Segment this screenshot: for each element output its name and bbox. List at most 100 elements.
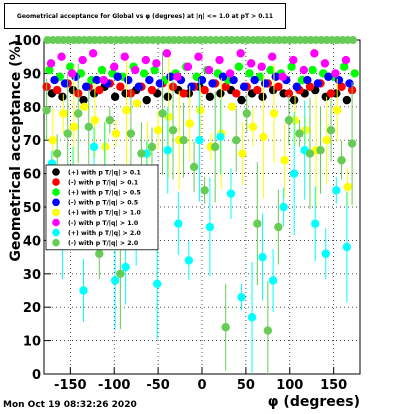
legend-marker — [52, 238, 60, 247]
data-point — [147, 85, 157, 95]
x-tick-label: 50 — [237, 378, 255, 393]
data-point — [45, 65, 54, 75]
data-point — [185, 119, 194, 128]
data-point — [145, 75, 154, 85]
data-point — [163, 146, 172, 155]
data-point — [245, 69, 254, 78]
data-point — [174, 219, 183, 228]
data-point — [269, 109, 279, 118]
legend-marker — [52, 228, 60, 237]
data-point — [227, 102, 237, 112]
data-point — [205, 222, 215, 232]
data-point — [311, 219, 320, 228]
legend-entry: (-) with p T/|q| > 0.1 — [68, 179, 138, 187]
data-point — [134, 82, 143, 91]
data-point — [162, 49, 172, 58]
data-point — [187, 82, 196, 91]
data-point — [48, 136, 57, 145]
data-point — [308, 65, 317, 75]
data-point — [332, 105, 342, 115]
data-point — [58, 92, 67, 101]
data-point — [342, 95, 352, 105]
data-point — [195, 136, 204, 145]
data-point — [238, 149, 247, 158]
data-point — [259, 132, 268, 142]
data-point — [225, 69, 235, 78]
x-tick-label: 0 — [197, 378, 206, 393]
data-point — [221, 82, 230, 91]
data-point — [248, 122, 258, 132]
data-point — [110, 62, 119, 71]
data-point — [247, 313, 257, 322]
legend-entry: (-) with p T/|q| > 2.0 — [68, 240, 139, 248]
data-point — [292, 82, 301, 91]
y-tick-label: 50 — [23, 201, 41, 216]
data-point — [305, 149, 315, 158]
data-point — [303, 75, 312, 85]
data-point — [342, 242, 352, 252]
legend-marker — [52, 208, 60, 217]
data-point — [57, 52, 66, 61]
data-point — [274, 82, 283, 91]
data-point — [50, 75, 59, 85]
data-point — [258, 92, 267, 101]
y-tick-label: 70 — [23, 134, 41, 149]
data-point — [168, 125, 178, 135]
data-point — [183, 62, 193, 71]
data-point — [322, 136, 331, 145]
data-point — [110, 92, 120, 101]
data-point — [320, 59, 330, 68]
data-point — [110, 276, 120, 285]
data-point — [295, 129, 304, 138]
data-point — [274, 222, 283, 232]
data-point — [59, 109, 68, 118]
legend-entry: (+) with p T/|q| > 2.0 — [68, 230, 142, 238]
data-point — [101, 142, 110, 152]
data-point — [350, 69, 359, 78]
data-point — [232, 89, 241, 98]
data-point — [69, 122, 79, 132]
data-point — [208, 79, 217, 88]
legend-marker — [52, 178, 60, 186]
data-point — [261, 79, 270, 88]
data-point — [42, 105, 51, 115]
data-point — [197, 75, 207, 85]
data-point — [204, 65, 214, 75]
data-point — [89, 142, 99, 152]
data-point — [253, 219, 262, 228]
data-point — [173, 72, 182, 81]
data-point — [226, 189, 236, 198]
data-point — [316, 146, 325, 155]
data-point — [301, 125, 310, 135]
data-point — [137, 149, 146, 158]
x-tick-label: -50 — [146, 378, 170, 393]
data-point — [84, 122, 93, 132]
data-point — [289, 55, 298, 65]
data-point — [79, 286, 88, 295]
data-point — [236, 49, 245, 58]
data-point — [52, 85, 62, 95]
data-point — [139, 69, 149, 78]
data-point — [266, 65, 275, 75]
data-point — [122, 105, 131, 115]
data-point — [284, 89, 294, 98]
legend-entry: (+) with p T/|q| > 1.0 — [68, 210, 142, 218]
data-point — [131, 65, 140, 75]
y-tick-label: 100 — [14, 34, 41, 49]
x-tick-label: 150 — [320, 378, 347, 393]
data-point — [111, 129, 121, 138]
data-point — [313, 79, 323, 88]
data-point — [90, 115, 100, 125]
legend-box — [45, 164, 159, 251]
data-point — [81, 82, 91, 91]
data-point — [337, 82, 346, 91]
data-point — [299, 65, 309, 75]
legend-marker — [52, 188, 60, 196]
data-point — [237, 95, 246, 105]
data-point — [284, 115, 294, 125]
data-point — [95, 85, 104, 95]
data-point — [200, 85, 209, 95]
data-point — [279, 202, 288, 212]
data-point — [326, 89, 336, 98]
data-point — [121, 262, 130, 272]
